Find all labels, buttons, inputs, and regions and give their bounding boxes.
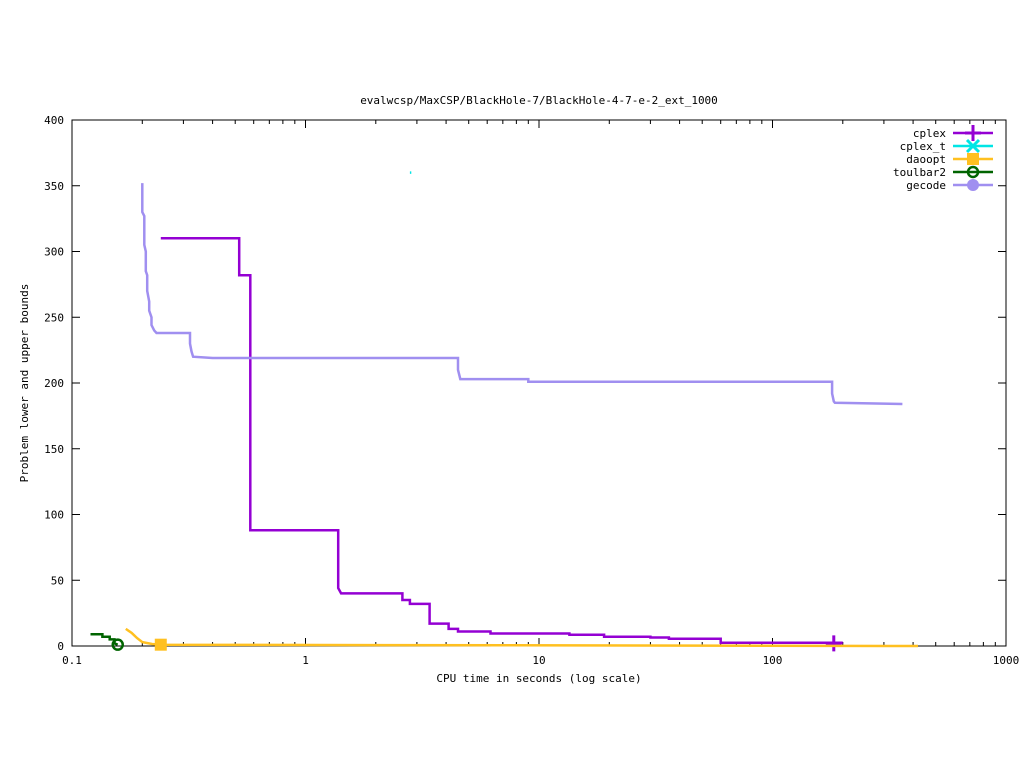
series-marker-cplex — [825, 635, 842, 652]
legend-label-cplex-t: cplex_t — [900, 140, 946, 153]
x-axis-label: CPU time in seconds (log scale) — [436, 672, 641, 685]
y-axis-label: Problem lower and upper bounds — [18, 284, 31, 483]
series-layer — [90, 171, 919, 652]
plot-frame — [71, 119, 1007, 647]
legend-label-cplex: cplex — [913, 127, 946, 140]
y-axis-ticks: 0 50 100 150 200 250 300 350 400 — [44, 114, 1006, 653]
series-line-gecode — [141, 183, 903, 406]
x-tick-label: 100 — [763, 654, 783, 667]
legend-marker-cplex-t — [965, 138, 981, 154]
y-tick-label: 50 — [51, 574, 64, 587]
x-tick-label: 10 — [532, 654, 545, 667]
x-tick-label: 0.1 — [62, 654, 82, 667]
x-tick-label: 1 — [302, 654, 309, 667]
legend-marker-gecode — [967, 179, 979, 191]
series-line-toulbar2 — [90, 632, 119, 646]
y-tick-label: 400 — [44, 114, 64, 127]
legend-marker-toulbar2 — [966, 165, 980, 179]
x-tick-label: 1000 — [993, 654, 1020, 667]
x-axis-ticks: 0.1 1 10 100 1000 — [62, 120, 1019, 667]
series-marker-toulbar2 — [111, 638, 124, 651]
y-tick-label: 300 — [44, 246, 64, 259]
y-tick-label: 0 — [57, 640, 64, 653]
series-marker-daoopt — [154, 638, 167, 651]
legend-marker-daoopt — [967, 153, 979, 165]
y-tick-label: 150 — [44, 443, 64, 456]
legend-label-daoopt: daoopt — [906, 153, 946, 166]
chart-title: evalwcsp/MaxCSP/BlackHole-7/BlackHole-4-… — [360, 94, 718, 107]
legend-marker-cplex — [965, 125, 981, 141]
y-tick-label: 100 — [44, 509, 64, 522]
series-line-cplex — [160, 237, 843, 644]
y-tick-label: 250 — [44, 311, 64, 324]
y-tick-label: 200 — [44, 377, 64, 390]
y-tick-label: 350 — [44, 180, 64, 193]
legend-label-toulbar2: toulbar2 — [893, 166, 946, 179]
legend-label-gecode: gecode — [906, 179, 946, 192]
